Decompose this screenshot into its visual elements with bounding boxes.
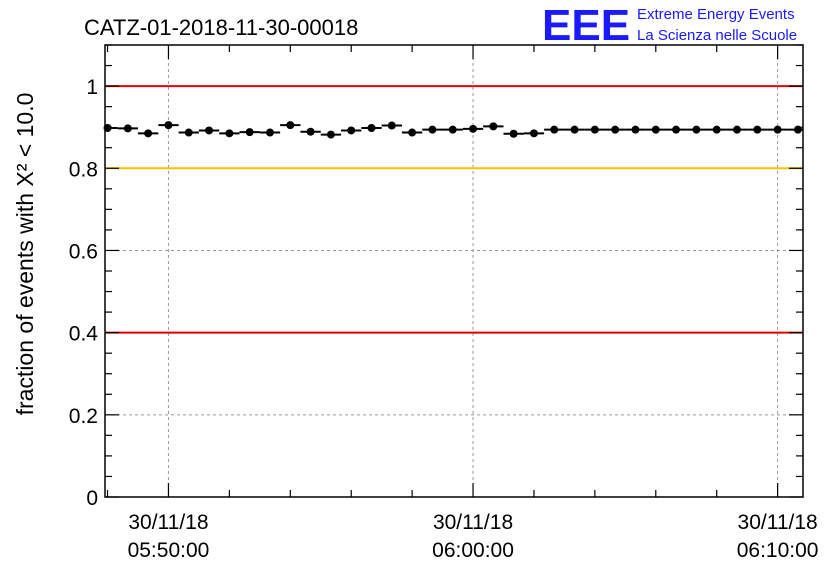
axis-layer: 0 0.2 0.4 0.6 0.8 1 30/11/18 05:50:00 30/11/18 06… (69, 44, 819, 562)
data-point (286, 121, 295, 130)
data-point (469, 124, 478, 133)
data-point (590, 125, 599, 134)
data-point (773, 125, 782, 134)
data-point (306, 127, 315, 136)
data-point (570, 125, 579, 134)
data-point (651, 125, 660, 134)
data-point (164, 121, 173, 130)
data-point (550, 125, 559, 134)
data-point (692, 125, 701, 134)
data-point (529, 129, 538, 138)
y-tick-label: 1 (86, 76, 98, 99)
chart-title: CATZ-01-2018-11-30-00018 (84, 15, 358, 40)
data-point (367, 124, 376, 133)
data-layer (103, 121, 803, 139)
data-point (428, 125, 437, 134)
eee-logo-line-2: La Scienza nelle Scuole (637, 27, 797, 44)
data-point (184, 128, 193, 137)
eee-logo-mark: EEE (542, 1, 630, 50)
data-point (245, 128, 254, 137)
x-tick-label-time: 05:50:00 (128, 539, 210, 562)
y-tick-label: 0.6 (69, 240, 98, 263)
eee-logo: EEE Extreme Energy Events La Scienza nel… (542, 1, 797, 50)
data-point (631, 125, 640, 134)
data-point (509, 129, 518, 138)
x-tick-label-time: 06:00:00 (432, 539, 514, 562)
data-point (225, 129, 234, 138)
data-point (753, 125, 762, 134)
x-tick-label-time: 06:10:00 (737, 539, 819, 562)
data-point (408, 128, 417, 137)
data-point (265, 128, 274, 137)
data-point (205, 126, 214, 135)
y-tick-label: 0.2 (69, 405, 98, 428)
y-axis-label: fraction of events with X² < 10.0 (12, 93, 38, 416)
y-tick-label: 0.8 (69, 158, 98, 181)
data-point (611, 125, 620, 134)
data-point (144, 129, 153, 138)
data-point (123, 124, 132, 133)
y-tick-label: 0 (86, 487, 98, 510)
eee-logo-line-1: Extreme Energy Events (637, 6, 795, 23)
data-point (326, 130, 335, 139)
data-point (489, 122, 498, 131)
reference-lines (105, 85, 803, 334)
data-point (672, 125, 681, 134)
data-point (387, 121, 396, 130)
data-point (347, 126, 356, 135)
data-point (448, 125, 457, 134)
x-tick-label-date: 30/11/18 (738, 511, 818, 534)
x-tick-label-date: 30/11/18 (433, 511, 513, 534)
y-tick-label: 0.4 (69, 323, 99, 346)
data-point (733, 125, 742, 134)
x-tick-label-date: 30/11/18 (128, 511, 208, 534)
data-point (712, 125, 721, 134)
